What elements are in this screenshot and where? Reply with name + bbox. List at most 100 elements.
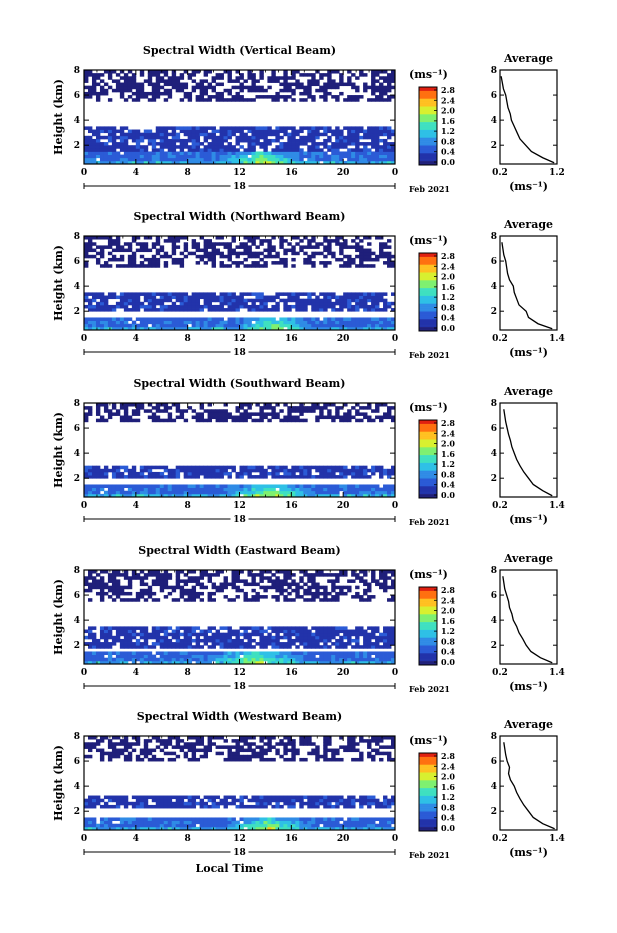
heatmap-cell (327, 475, 331, 479)
heatmap-cell (152, 466, 156, 470)
heatmap-cell (271, 491, 275, 495)
heatmap-cell (375, 579, 379, 583)
heatmap-cell (220, 130, 224, 134)
heatmap-cell (319, 586, 323, 590)
heatmap-cell (200, 126, 204, 130)
heatmap-cell (355, 126, 359, 130)
heatmap-cell (140, 89, 144, 93)
heatmap-cell (104, 296, 108, 300)
heatmap-cell (92, 296, 96, 300)
heatmap-cell (120, 655, 124, 659)
heatmap-cell (359, 126, 363, 130)
heatmap-cell (208, 305, 212, 309)
heatmap-cell (164, 655, 168, 659)
heatmap-cell (343, 98, 347, 102)
heatmap-cell (327, 148, 331, 152)
heatmap-cell (224, 633, 228, 637)
heatmap-cell (184, 583, 188, 587)
heatmap-cell (303, 299, 307, 303)
heatmap-cell (108, 133, 112, 137)
colorbar-segment (419, 118, 437, 120)
heatmap-cell (224, 642, 228, 646)
heatmap-cell (303, 324, 307, 328)
heatmap-cell (192, 89, 196, 93)
heatmap-cell (387, 126, 391, 130)
heatmap-cell (323, 239, 327, 243)
heatmap-cell (228, 317, 232, 321)
heatmap-cell (299, 317, 303, 321)
heatmap-cell (192, 484, 196, 488)
heatmap-cell (323, 645, 327, 649)
heatmap-cell (188, 466, 192, 470)
heatmap-cell (291, 76, 295, 80)
heatmap-cell (148, 258, 152, 262)
heatmap-cell (104, 245, 108, 249)
heatmap-cell (236, 76, 240, 80)
heatmap-cell (299, 299, 303, 303)
heatmap-cell (200, 296, 204, 300)
heatmap-cell (168, 296, 172, 300)
heatmap-cell (156, 258, 160, 262)
heatmap-cell (108, 321, 112, 325)
heatmap-cell (96, 136, 100, 140)
heatmap-cell (315, 636, 319, 640)
heatmap-cell (371, 419, 375, 423)
heatmap-cell (371, 83, 375, 87)
heatmap-cell (128, 642, 132, 646)
heatmap-cell (327, 466, 331, 470)
heatmap-cell (136, 595, 140, 599)
heatmap-cell (172, 308, 176, 312)
heatmap-cell (255, 488, 259, 492)
heatmap-cell (367, 488, 371, 492)
heatmap-cell (192, 633, 196, 637)
heatmap-cell (343, 626, 347, 630)
heatmap-cell (88, 576, 92, 580)
heatmap-cell (168, 412, 172, 416)
heatmap-cell (132, 419, 136, 423)
heatmap-cell (351, 630, 355, 634)
heatmap-cell (243, 126, 247, 130)
heatmap-cell (180, 416, 184, 420)
heatmap-cell (255, 79, 259, 83)
heatmap-cell (331, 148, 335, 152)
heatmap-cell (220, 302, 224, 306)
heatmap-cell (196, 595, 200, 599)
heatmap-cell (259, 642, 263, 646)
heatmap-cell (299, 92, 303, 96)
heatmap-cell (120, 633, 124, 637)
heatmap-cell (176, 633, 180, 637)
heatmap-cell (315, 658, 319, 662)
heatmap-cell (279, 136, 283, 140)
heatmap-cell (355, 130, 359, 134)
heatmap-cell (148, 409, 152, 413)
heatmap-cell (84, 630, 88, 634)
heatmap-cell (148, 92, 152, 96)
colorbar-segment (419, 290, 437, 292)
colorbar-segment (419, 438, 437, 440)
heatmap-cell (291, 145, 295, 149)
average-title: Average (503, 218, 553, 231)
heatmap-cell (371, 292, 375, 296)
heatmap-cell (247, 472, 251, 476)
heatmap-cell (343, 261, 347, 265)
heatmap-cell (383, 151, 387, 155)
heatmap-cell (136, 95, 140, 99)
heatmap-cell (267, 95, 271, 99)
heatmap-cell (343, 592, 347, 596)
heatmap-cell (259, 317, 263, 321)
heatmap-cell (283, 252, 287, 256)
heatmap-cell (200, 598, 204, 602)
heatmap-cell (303, 155, 307, 159)
heatmap-cell (367, 148, 371, 152)
heatmap-cell (283, 155, 287, 159)
heatmap-cell (323, 133, 327, 137)
heatmap-cell (259, 292, 263, 296)
heatmap-cell (216, 321, 220, 325)
heatmap-cell (92, 466, 96, 470)
heatmap-cell (140, 73, 144, 77)
heatmap-cell (112, 89, 116, 93)
heatmap-cell (184, 475, 188, 479)
heatmap-cell (172, 296, 176, 300)
heatmap-cell (355, 409, 359, 413)
heatmap-cell (267, 133, 271, 137)
